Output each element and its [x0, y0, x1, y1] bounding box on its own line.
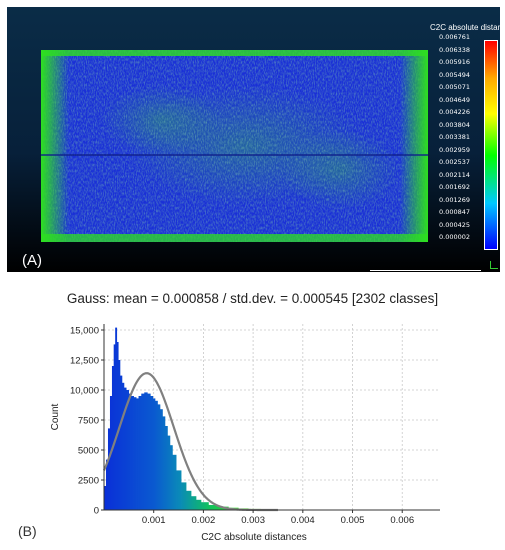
histogram-bar	[144, 392, 148, 510]
histogram-bar	[133, 397, 137, 510]
histogram-bar	[111, 366, 115, 510]
histogram-bar	[121, 382, 125, 510]
x-tick-label: 0.006	[390, 515, 414, 526]
colorbar-value-label: 0.000002	[439, 233, 471, 241]
colorbar-value-label: 0.006338	[439, 45, 471, 54]
colorbar-value-label: 0.004226	[439, 108, 471, 116]
x-tick-label: 0.005	[341, 515, 365, 526]
x-axis-label: C2C absolute distances	[201, 532, 307, 543]
colorbar-title: C2C absolute distances	[430, 23, 505, 32]
colorbar-value-label: 0.002959	[439, 145, 471, 154]
histogram-bar	[128, 393, 132, 510]
y-tick-label: 5000	[78, 446, 99, 457]
histogram-bar	[167, 435, 171, 510]
histogram-bar	[181, 482, 187, 510]
colorbar-value-label: 0.001692	[439, 183, 471, 191]
y-axis-label: Count	[50, 403, 61, 430]
histogram-bar	[147, 393, 151, 510]
histogram-bars	[104, 327, 440, 510]
histogram-bar	[118, 360, 121, 510]
histogram-bar	[123, 387, 127, 510]
histogram-bar	[131, 396, 134, 510]
histogram-bar	[138, 396, 142, 510]
histogram-bar	[116, 342, 119, 510]
histogram-bar	[169, 445, 173, 510]
histogram-bar	[152, 398, 156, 510]
histogram-bar	[186, 490, 192, 510]
histogram-bar	[172, 454, 177, 510]
colorbar-value-label: 0.002114	[439, 170, 471, 179]
panel-a-point-cloud: C2C absolute distances 0.006761 0.006338 0…	[7, 7, 505, 279]
x-tick-label: 0.001	[142, 515, 166, 526]
y-tick-label: 0	[94, 506, 99, 517]
histogram-bar	[104, 486, 107, 510]
colorbar-value-label: 0.005071	[439, 83, 471, 91]
histogram-bar	[119, 375, 123, 510]
colorbar-value-label: 0.001269	[439, 195, 471, 204]
axes-indicator-icon	[490, 261, 498, 269]
histogram-bar	[200, 502, 209, 510]
histogram-bar	[190, 496, 197, 510]
colorbar-value-label: 0.003804	[439, 120, 471, 129]
point-cloud-map	[41, 50, 428, 242]
y-tick-label: 2500	[78, 476, 99, 487]
histogram-bar	[105, 459, 109, 510]
colorbar-value-label: 0.000847	[439, 208, 471, 216]
histogram-bar	[176, 470, 182, 510]
histogram-bar	[162, 416, 166, 510]
histogram-bar	[141, 393, 145, 510]
colorbar-value-label: 0.003381	[439, 133, 471, 141]
colorbar	[484, 40, 498, 250]
colorbar-value-label: 0.002537	[439, 158, 471, 166]
histogram-bar	[159, 409, 163, 510]
panel-a-label: (A)	[22, 252, 42, 269]
chart-title: Gauss: mean = 0.000858 / std.dev. = 0.00…	[66, 291, 439, 306]
histogram-bar	[107, 428, 111, 510]
histogram-bar	[208, 504, 219, 510]
colorbar-value-label: 0.006761	[439, 33, 471, 41]
colorbar-value-label: 0.005494	[439, 70, 471, 79]
x-tick-label: 0.003	[241, 515, 265, 526]
colorbar-value-label: 0.004649	[439, 95, 471, 104]
panel-b-label: (B)	[18, 523, 37, 539]
y-tick-label: 7500	[78, 416, 99, 427]
y-tick-label: 10,000	[70, 386, 99, 397]
histogram-bar	[113, 344, 116, 510]
histogram-bar	[164, 426, 168, 510]
histogram-bar	[150, 396, 154, 510]
histogram-chart: 0 2500 5000 7500 10,000 12,500 15,000 0.001 0.00…	[50, 324, 440, 543]
histogram-bar	[136, 398, 139, 510]
scale-bar	[370, 270, 481, 271]
histogram-bar	[154, 400, 158, 510]
axes	[101, 324, 440, 513]
x-tick-label: 0.002	[192, 515, 216, 526]
y-tick-label: 15,000	[70, 326, 99, 337]
histogram-bar	[115, 327, 118, 510]
y-tick-label: 12,500	[70, 356, 99, 367]
x-tick-label: 0.004	[291, 515, 315, 526]
tick-labels: 0 2500 5000 7500 10,000 12,500 15,000 0.001 0.00…	[70, 326, 414, 527]
colorbar-value-label: 0.000425	[439, 220, 471, 229]
histogram-bar	[157, 404, 161, 510]
scale-bar-label: 0.35	[419, 273, 429, 279]
colorbar-value-label: 0.005916	[439, 58, 471, 66]
histogram-bar	[126, 390, 130, 510]
histogram-bar	[195, 499, 202, 510]
